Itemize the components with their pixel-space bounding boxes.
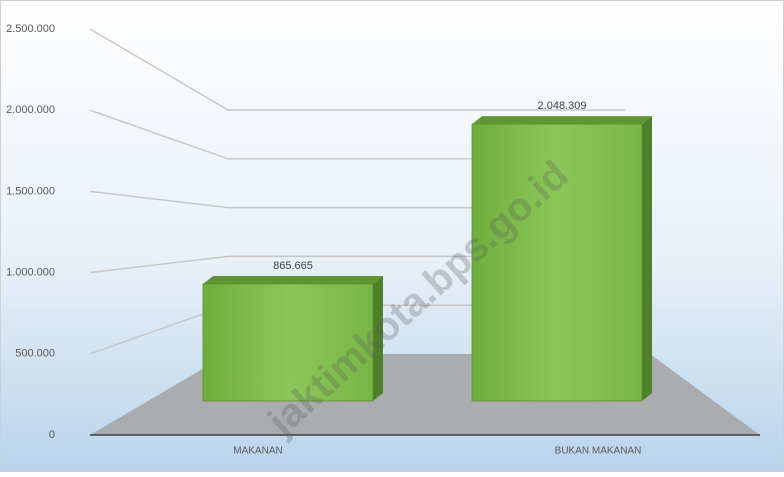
bar-top bbox=[203, 275, 383, 284]
y-tick-label: 1.000.000 bbox=[6, 267, 55, 279]
bar-side bbox=[373, 275, 383, 401]
bar bbox=[202, 283, 374, 402]
bar-side bbox=[642, 116, 652, 401]
y-tick-label: 2.500.000 bbox=[6, 23, 55, 35]
y-tick-label: 2.000.000 bbox=[6, 104, 55, 116]
bar bbox=[471, 123, 643, 402]
x-tick-label: MAKANAN bbox=[233, 446, 282, 457]
bar-top bbox=[472, 116, 652, 125]
data-label: 2.048.309 bbox=[538, 100, 587, 112]
x-tick-label: BUKAN MAKANAN bbox=[555, 446, 642, 457]
data-label: 865.665 bbox=[273, 260, 313, 272]
y-tick-label: 500.000 bbox=[15, 348, 55, 360]
y-tick-label: 1.500.000 bbox=[6, 185, 55, 197]
y-tick-label: 0 bbox=[49, 429, 55, 441]
grid-line bbox=[89, 28, 625, 111]
